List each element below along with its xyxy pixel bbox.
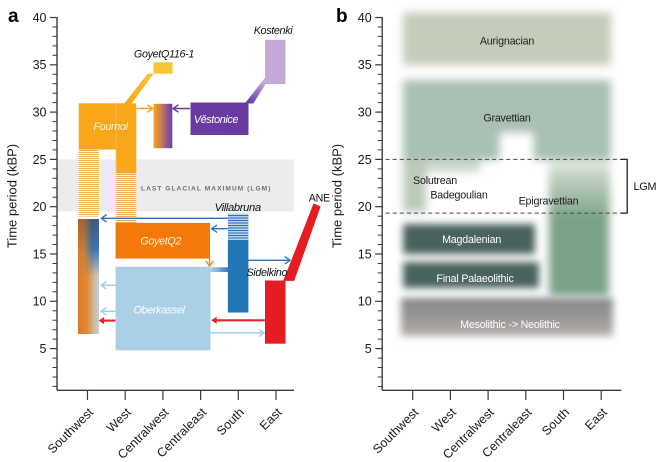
svg-text:40: 40 <box>358 11 372 25</box>
svg-text:GoyetQ2: GoyetQ2 <box>140 236 181 248</box>
svg-text:a: a <box>8 6 19 27</box>
svg-text:Magdalenian: Magdalenian <box>442 234 501 246</box>
svg-text:20: 20 <box>33 200 47 214</box>
svg-text:Sidelkino: Sidelkino <box>246 267 287 279</box>
svg-text:Southwest: Southwest <box>370 405 422 457</box>
svg-text:Věstonice: Věstonice <box>194 114 239 126</box>
svg-text:b: b <box>336 6 348 27</box>
svg-text:Kostenki: Kostenki <box>254 25 294 37</box>
svg-text:South: South <box>539 405 572 438</box>
svg-text:East: East <box>257 405 285 433</box>
svg-text:15: 15 <box>358 247 372 261</box>
svg-text:35: 35 <box>358 58 372 72</box>
svg-text:Fournol: Fournol <box>93 121 128 133</box>
svg-text:West: West <box>429 405 459 435</box>
svg-text:20: 20 <box>358 200 372 214</box>
svg-text:LGM: LGM <box>634 181 657 193</box>
svg-text:15: 15 <box>33 247 47 261</box>
svg-text:Gravettian: Gravettian <box>483 113 531 125</box>
svg-text:25: 25 <box>358 153 372 167</box>
svg-text:30: 30 <box>33 106 47 120</box>
svg-text:Mesolithic -> Neolithic: Mesolithic -> Neolithic <box>460 319 560 331</box>
svg-text:Time period (kBP): Time period (kBP) <box>5 144 20 248</box>
svg-text:Villabruna: Villabruna <box>215 202 261 214</box>
svg-text:East: East <box>582 405 610 433</box>
svg-text:Solutrean: Solutrean <box>413 175 457 187</box>
svg-text:10: 10 <box>358 295 372 309</box>
svg-text:GoyetQ116-1: GoyetQ116-1 <box>134 49 195 61</box>
svg-text:South: South <box>214 405 247 438</box>
svg-text:5: 5 <box>40 342 47 356</box>
svg-text:10: 10 <box>33 295 47 309</box>
svg-text:35: 35 <box>33 58 47 72</box>
svg-text:Badegoulian: Badegoulian <box>430 190 487 202</box>
svg-text:Southwest: Southwest <box>45 405 97 457</box>
svg-text:Epigravettian: Epigravettian <box>519 196 579 208</box>
svg-text:40: 40 <box>33 11 47 25</box>
svg-text:Time period (kBP): Time period (kBP) <box>330 144 345 248</box>
svg-text:West: West <box>104 405 134 435</box>
svg-text:LAST GLACIAL MAXIMUM (LGM): LAST GLACIAL MAXIMUM (LGM) <box>141 185 271 192</box>
svg-text:Oberkassel: Oberkassel <box>133 304 185 316</box>
svg-text:30: 30 <box>358 106 372 120</box>
svg-text:Final Palaeolithic: Final Palaeolithic <box>436 273 514 285</box>
svg-text:ANE: ANE <box>309 193 330 205</box>
svg-text:Aurignacian: Aurignacian <box>480 36 534 48</box>
svg-text:25: 25 <box>33 153 47 167</box>
svg-text:5: 5 <box>365 342 372 356</box>
